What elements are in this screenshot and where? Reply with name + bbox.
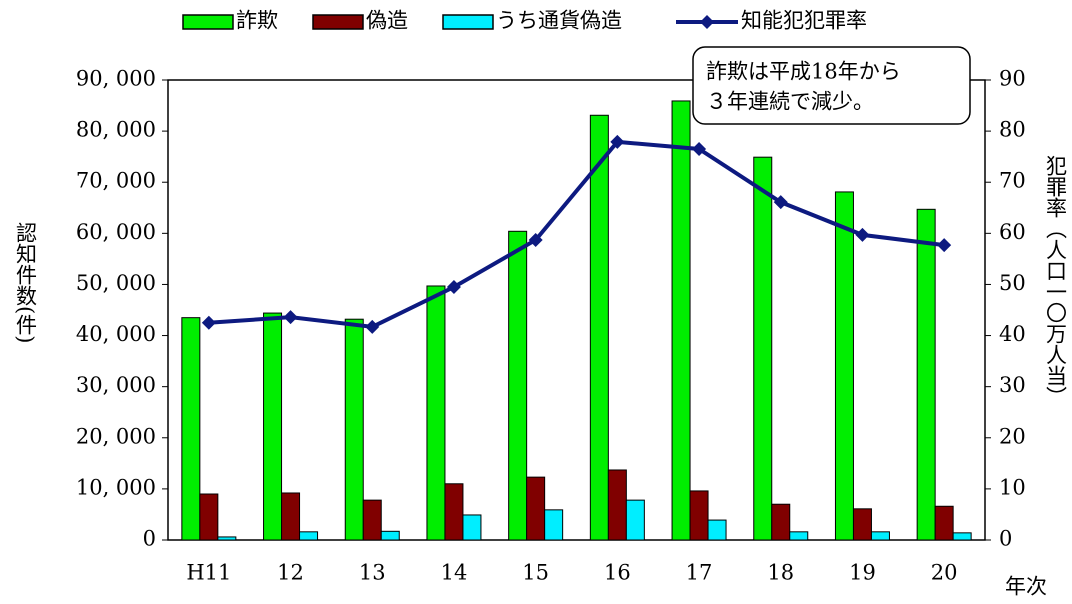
y-tick-label: 10, 000 [76,475,156,499]
y-tick-label: 0 [143,527,156,551]
bar [263,312,283,541]
legend-label: 知能犯犯罪率 [741,9,867,33]
legend-swatch [700,15,714,29]
marker [365,319,380,334]
y2-tick-label: 50 [999,271,1026,295]
marker [610,134,625,149]
bar [707,519,727,541]
legend-swatch [182,14,234,30]
y2-tick-label: 0 [999,527,1012,551]
x-tick-label: 17 [686,561,713,585]
line [208,139,945,329]
x-axis-label: 年次 [1005,575,1047,599]
bar [789,531,809,541]
bar [544,509,564,541]
legend-swatch [442,14,494,30]
x-tick-label: 13 [359,561,386,585]
y-tick-label: 60, 000 [76,220,156,244]
marker [773,195,788,210]
bar [671,100,691,541]
y-tick-label: 20, 000 [76,424,156,448]
bar [870,531,890,541]
bar [426,285,446,541]
y2-tick-label: 80 [999,118,1026,142]
legend-label: 詐欺 [236,9,278,33]
x-tick-label: 15 [522,561,549,585]
bar [526,476,546,541]
y-tick-label: 40, 000 [76,322,156,346]
legend-label: うち通貨偽造 [496,9,622,33]
bar [852,508,872,541]
bar [281,492,301,541]
legend-label: 偽造 [366,9,408,33]
bar [916,208,936,541]
marker [283,310,298,325]
x-tick-label: 18 [767,561,794,585]
y2-tick-label: 90 [999,67,1026,91]
x-tick-label: 19 [849,561,876,585]
marker [201,315,216,330]
marker [855,227,870,242]
bar [753,156,773,541]
annotation-box [692,46,971,125]
y2-tick-label: 40 [999,322,1026,346]
bar [362,499,382,541]
bar [462,514,482,541]
annotation: 詐欺は平成18年から [706,60,901,84]
y2-tick-label: 60 [999,220,1026,244]
x-tick-label: 16 [604,561,631,585]
annotation: ３年連続で減少。 [706,90,874,114]
bar [607,469,627,541]
y2-tick-label: 70 [999,169,1026,193]
y-axis-label: 認知件数(件) [14,222,38,343]
y2-tick-label: 30 [999,373,1026,397]
bar [625,499,645,541]
bar [299,531,319,541]
x-tick-label: H11 [186,561,231,585]
y-tick-label: 90, 000 [76,67,156,91]
marker [692,142,707,156]
bar [952,532,972,541]
bar [934,505,954,541]
bar [199,493,219,541]
bar [834,191,854,541]
x-tick-label: 20 [931,561,958,585]
bar [217,536,237,541]
marker [937,238,952,253]
bar [380,530,400,541]
y2-tick-label: 10 [999,475,1026,499]
y2-tick-label: 20 [999,424,1026,448]
bar [771,503,791,541]
bar [181,317,201,541]
y-tick-label: 80, 000 [76,118,156,142]
legend-swatch [312,14,364,30]
bar [508,230,528,541]
y-tick-label: 70, 000 [76,169,156,193]
marker [446,280,461,294]
y-tick-label: 30, 000 [76,373,156,397]
y2-axis-label: 犯罪率（人口一〇万人当） [1044,155,1068,407]
bar [444,483,464,541]
bar [589,114,609,541]
marker [528,232,543,247]
plot-area [167,79,986,541]
x-tick-label: 14 [441,561,468,585]
bar [689,490,709,541]
x-tick-label: 12 [277,561,304,585]
y-tick-label: 50, 000 [76,271,156,295]
bar [344,318,364,541]
